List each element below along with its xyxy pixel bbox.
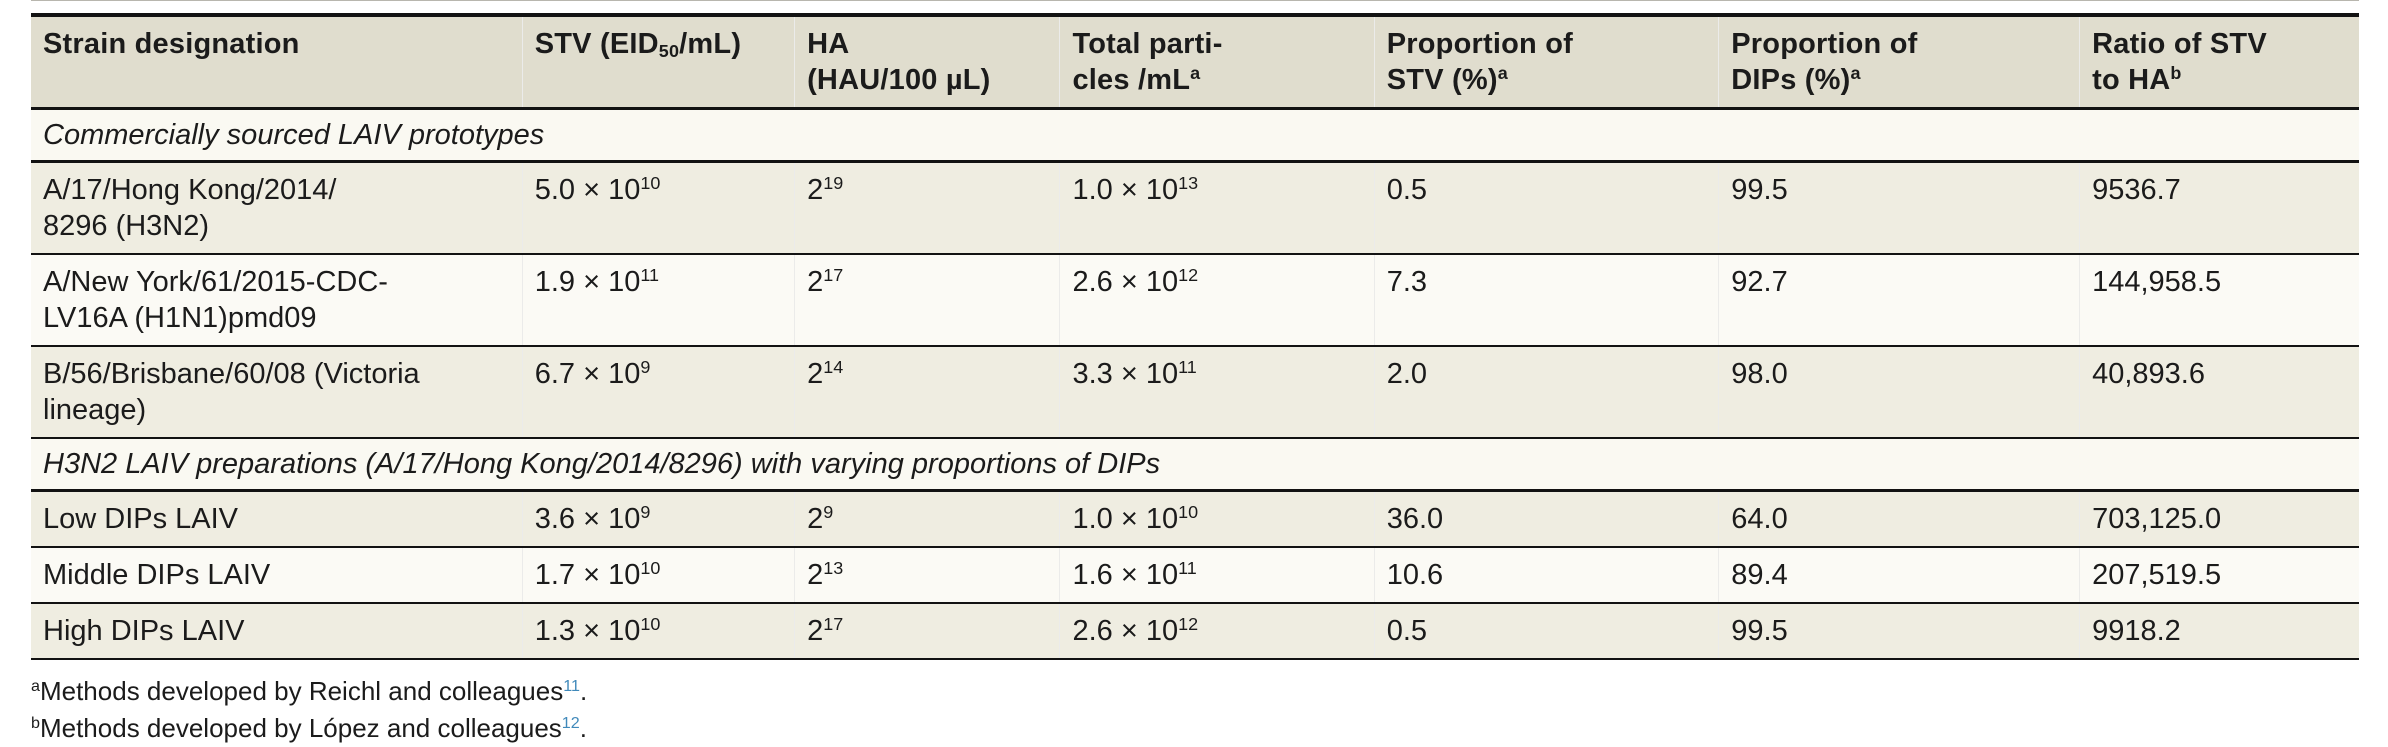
section-title: Commercially sourced LAIV prototypes bbox=[31, 108, 2359, 163]
value-cell: 9918.2 bbox=[2079, 603, 2359, 660]
strain-name-cell: Middle DIPs LAIV bbox=[31, 547, 523, 604]
value-cell: 217 bbox=[794, 254, 1060, 347]
footnote-text: Methods developed by Reichl and colleagu… bbox=[39, 676, 564, 706]
table-row: A/17/Hong Kong/2014/8296 (H3N2) 5.0 × 101… bbox=[31, 161, 2359, 255]
value-cell: 2.0 bbox=[1373, 346, 1719, 439]
value-cell: 3.6 × 109 bbox=[521, 490, 795, 548]
value-cell: 0.5 bbox=[1373, 603, 1719, 660]
value-cell: 214 bbox=[794, 346, 1060, 439]
value-cell: 5.0 × 1010 bbox=[521, 161, 795, 255]
reference-link[interactable]: 12 bbox=[561, 714, 580, 733]
value-cell: 1.0 × 1013 bbox=[1059, 161, 1375, 255]
table-header: Strain designation STV (EID50/mL) HA (HAU/1… bbox=[31, 15, 2359, 110]
footnote-b: bMethods developed by López and colleagu… bbox=[31, 710, 2359, 747]
value-cell: 89.4 bbox=[1718, 547, 2080, 604]
value-cell: 0.5 bbox=[1373, 161, 1719, 255]
value-cell: 9536.7 bbox=[2079, 161, 2359, 255]
column-header-4: Total parti-cles /mLa bbox=[1059, 15, 1375, 110]
table-footnotes: aMethods developed by Reichl and colleag… bbox=[31, 673, 2359, 747]
value-cell: 99.5 bbox=[1718, 603, 2080, 660]
value-cell: 1.6 × 1011 bbox=[1059, 547, 1375, 604]
value-cell: 207,519.5 bbox=[2079, 547, 2359, 604]
strain-name-cell: Low DIPs LAIV bbox=[31, 490, 523, 548]
table-row: A/New York/61/2015-CDC- LV16A (H1N1)pmd09… bbox=[31, 254, 2359, 347]
value-cell: 2.6 × 1012 bbox=[1059, 603, 1375, 660]
column-header-5: Proportion of STV (%)a bbox=[1373, 15, 1719, 110]
value-cell: 219 bbox=[794, 161, 1060, 255]
footnote-a: aMethods developed by Reichl and colleag… bbox=[31, 673, 2359, 710]
value-cell: 1.9 × 1011 bbox=[521, 254, 795, 347]
table-body: Commercially sourced LAIV prototypes A/17… bbox=[31, 108, 2359, 660]
value-cell: 40,893.6 bbox=[2079, 346, 2359, 439]
figure-top-rule bbox=[31, 0, 2359, 1]
header-row: Strain designation STV (EID50/mL) HA (HAU/1… bbox=[31, 15, 2359, 110]
footnote-marker: b bbox=[31, 714, 40, 733]
footnote-period: . bbox=[579, 676, 588, 706]
value-cell: 6.7 × 109 bbox=[521, 346, 795, 439]
column-header-2: STV (EID50/mL) bbox=[521, 15, 795, 110]
column-header-3: HA (HAU/100 µL) bbox=[794, 15, 1060, 110]
strain-data-table: Strain designation STV (EID50/mL) HA (HAU/1… bbox=[31, 13, 2359, 660]
section-title-row: H3N2 LAIV preparations (A/17/Hong Kong/2… bbox=[31, 438, 2359, 492]
column-header-7: Ratio of STV to HAb bbox=[2079, 15, 2359, 110]
footnote-period: . bbox=[579, 713, 587, 743]
value-cell: 213 bbox=[794, 547, 1060, 604]
value-cell: 217 bbox=[794, 603, 1060, 660]
section-title: H3N2 LAIV preparations (A/17/Hong Kong/2… bbox=[31, 438, 2359, 492]
table-row: Low DIPs LAIV 3.6 × 109 29 1.0 × 1010 36.0 64… bbox=[31, 490, 2359, 548]
journal-table-figure: Strain designation STV (EID50/mL) HA (HAU/1… bbox=[31, 0, 2359, 747]
table-row: Middle DIPs LAIV 1.7 × 1010 213 1.6 × 1011 1… bbox=[31, 547, 2359, 604]
footnote-text: Methods developed by López and colleague… bbox=[39, 713, 562, 743]
value-cell: 1.7 × 1010 bbox=[521, 547, 795, 604]
value-cell: 144,958.5 bbox=[2079, 254, 2359, 347]
value-cell: 1.3 × 1010 bbox=[521, 603, 795, 660]
value-cell: 2.6 × 1012 bbox=[1059, 254, 1375, 347]
value-cell: 10.6 bbox=[1373, 547, 1719, 604]
column-header-6: Proportion of DIPs (%)a bbox=[1718, 15, 2080, 110]
value-cell: 3.3 × 1011 bbox=[1059, 346, 1375, 439]
value-cell: 98.0 bbox=[1718, 346, 2080, 439]
strain-name-cell: A/17/Hong Kong/2014/8296 (H3N2) bbox=[31, 161, 523, 255]
value-cell: 36.0 bbox=[1373, 490, 1719, 548]
value-cell: 64.0 bbox=[1718, 490, 2080, 548]
value-cell: 1.0 × 1010 bbox=[1059, 490, 1375, 548]
footnote-marker: a bbox=[31, 677, 40, 696]
strain-name-cell: High DIPs LAIV bbox=[31, 603, 523, 660]
value-cell: 7.3 bbox=[1373, 254, 1719, 347]
value-cell: 29 bbox=[794, 490, 1060, 548]
reference-link[interactable]: 11 bbox=[563, 677, 580, 696]
table-row: B/56/Brisbane/60/08 (Victoria lineage) 6.7… bbox=[31, 346, 2359, 439]
value-cell: 703,125.0 bbox=[2079, 490, 2359, 548]
section-title-row: Commercially sourced LAIV prototypes bbox=[31, 108, 2359, 163]
value-cell: 92.7 bbox=[1718, 254, 2080, 347]
value-cell: 99.5 bbox=[1718, 161, 2080, 255]
strain-name-cell: A/New York/61/2015-CDC- LV16A (H1N1)pmd09 bbox=[31, 254, 523, 347]
strain-name-cell: B/56/Brisbane/60/08 (Victoria lineage) bbox=[31, 346, 523, 439]
table-row: High DIPs LAIV 1.3 × 1010 217 2.6 × 1012 0.5… bbox=[31, 603, 2359, 660]
column-header-1: Strain designation bbox=[31, 15, 523, 110]
